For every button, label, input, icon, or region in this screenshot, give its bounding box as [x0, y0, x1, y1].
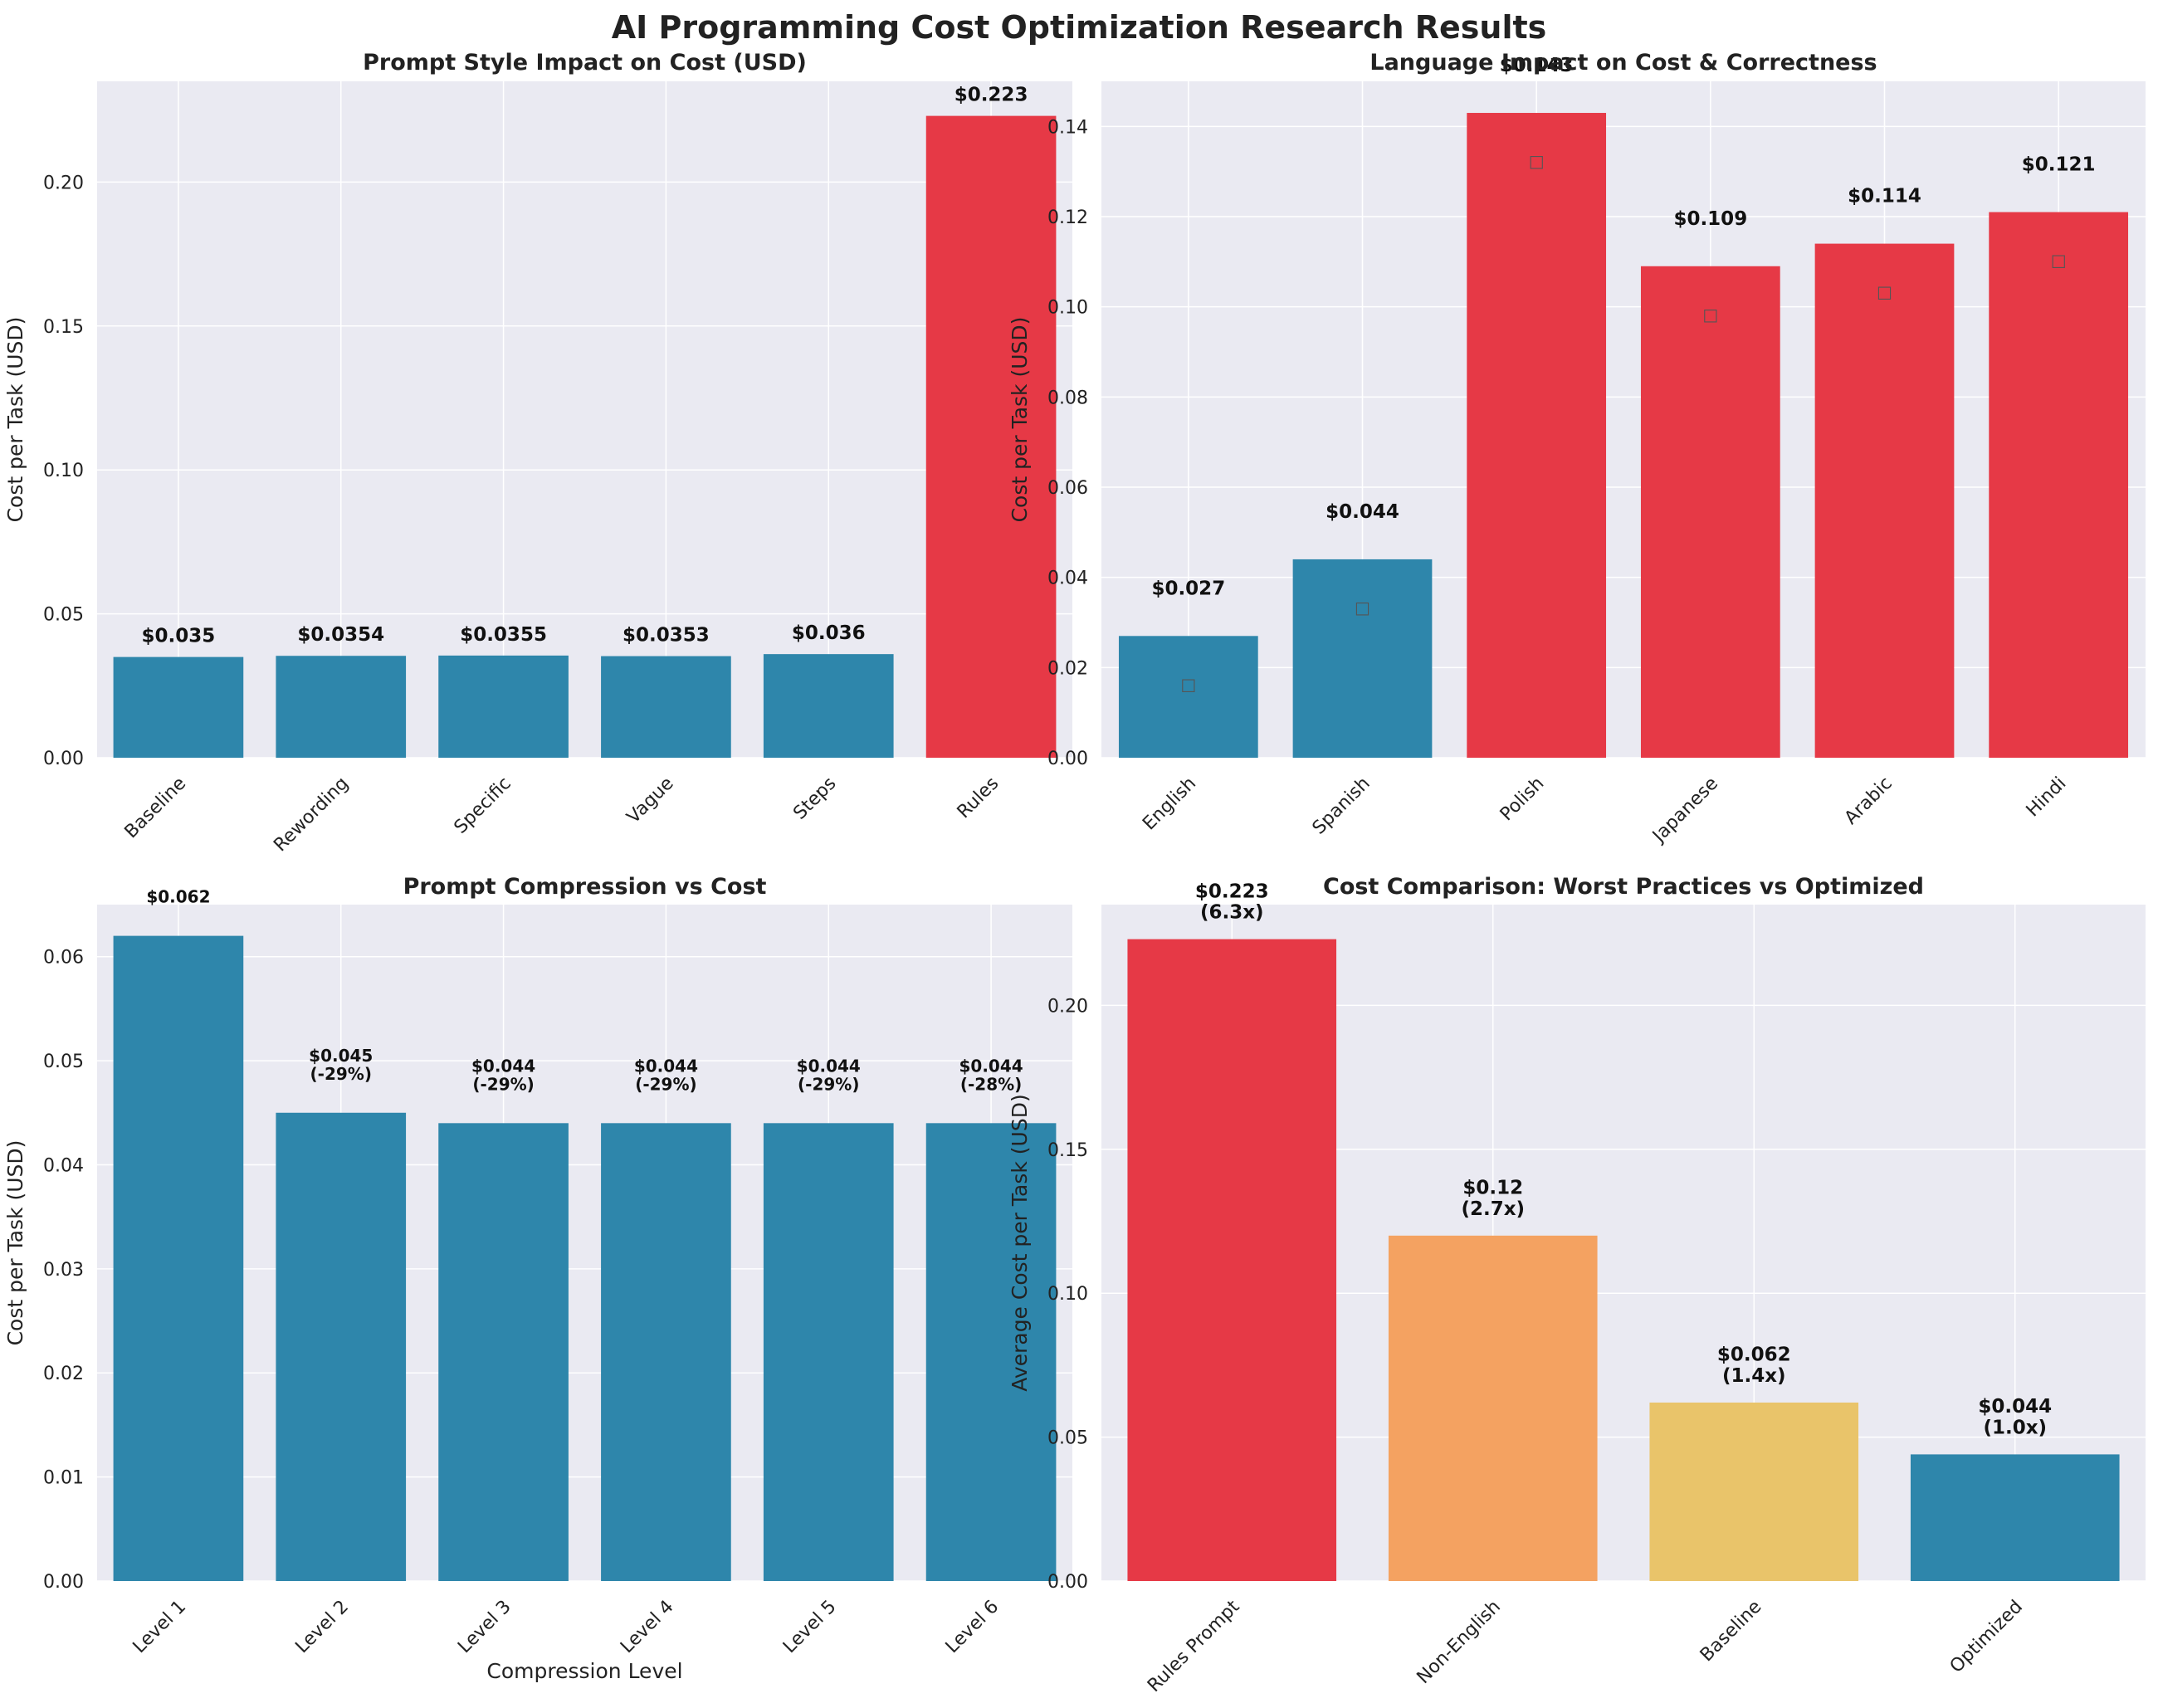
- y-axis-label: Cost per Task (USD): [3, 317, 27, 523]
- bar-spanish: [1292, 559, 1433, 758]
- y-tick-label: 0.05: [1047, 1428, 1088, 1449]
- y-tick-label: 0.05: [43, 1052, 84, 1072]
- bar-rules-prompt: [1127, 939, 1337, 1581]
- bar-polish: [1467, 113, 1607, 759]
- bar-value-label: $0.044 (1.0x): [1978, 1396, 2052, 1438]
- chart-title: Prompt Compression vs Cost: [403, 874, 767, 900]
- y-tick-label: 0.10: [1047, 1284, 1088, 1305]
- y-tick-label: 0.20: [1047, 996, 1088, 1017]
- plot-area: [97, 81, 1072, 758]
- bar-value-label: $0.223 (6.3x): [1195, 881, 1269, 923]
- bar-value-label: $0.044 (-29%): [634, 1056, 698, 1094]
- bar-value-label: $0.035: [142, 626, 216, 647]
- bar-optimized: [1910, 1454, 2120, 1581]
- bar-value-label: $0.044 (-28%): [959, 1056, 1023, 1094]
- plot-area: [97, 905, 1072, 1581]
- y-tick-label: 0.02: [1047, 658, 1088, 679]
- bar-hindi: [1989, 212, 2129, 759]
- y-axis-label: Cost per Task (USD): [1008, 317, 1032, 523]
- chart-panel-3: 0.000.010.020.030.040.050.06$0.062Level …: [3, 874, 1072, 1683]
- bar-value-label: $0.0354: [297, 624, 384, 646]
- y-tick-label: 0.04: [1047, 569, 1088, 589]
- bar-value-label: $0.223: [954, 85, 1028, 106]
- chart-title: Prompt Style Impact on Cost (USD): [363, 50, 807, 76]
- y-tick-label: 0.00: [43, 749, 84, 769]
- bar-marker: □: [1180, 674, 1196, 694]
- y-axis-label: Average Cost per Task (USD): [1008, 1094, 1032, 1391]
- bar-value-label: $0.0355: [460, 624, 547, 646]
- bar-specific: [438, 655, 569, 758]
- plot-area: [1101, 81, 2146, 758]
- y-tick-label: 0.00: [1047, 749, 1088, 769]
- chart-title: Language Impact on Cost & Correctness: [1370, 50, 1877, 76]
- bar-rewording: [276, 656, 407, 758]
- bar-non-english: [1388, 1235, 1598, 1581]
- bar-value-label: $0.045 (-29%): [309, 1046, 373, 1084]
- bar-arabic: [1814, 243, 1955, 759]
- figure-title: AI Programming Cost Optimization Researc…: [612, 9, 1547, 46]
- y-tick-label: 0.14: [1047, 117, 1088, 138]
- bar-level-1: [113, 935, 244, 1581]
- bar-vague: [601, 656, 731, 758]
- bar-value-label: $0.036: [792, 622, 866, 644]
- y-tick-label: 0.20: [43, 173, 84, 193]
- y-tick-label: 0.10: [43, 461, 84, 481]
- bar-level-3: [438, 1123, 569, 1581]
- y-tick-label: 0.15: [43, 317, 84, 338]
- bar-level-2: [276, 1112, 407, 1581]
- y-tick-label: 0.01: [43, 1468, 84, 1489]
- bar-level-6: [925, 1123, 1057, 1581]
- y-tick-label: 0.05: [43, 605, 84, 626]
- y-tick-label: 0.12: [1047, 207, 1088, 228]
- y-tick-label: 0.15: [1047, 1140, 1088, 1161]
- bar-value-label: $0.0353: [622, 625, 710, 647]
- bar-rules: [925, 115, 1057, 759]
- y-tick-label: 0.06: [43, 948, 84, 969]
- y-tick-label: 0.00: [1047, 1572, 1088, 1593]
- y-tick-label: 0.00: [43, 1572, 84, 1593]
- bar-japanese: [1640, 266, 1780, 758]
- bar-marker: □: [1702, 305, 1718, 325]
- chart-panel-1: 0.000.050.100.150.20$0.035Baseline$0.035…: [3, 50, 1072, 856]
- bar-value-label: $0.12 (2.7x): [1461, 1178, 1525, 1220]
- bar-value-label: $0.109: [1673, 208, 1747, 230]
- y-axis-label: Cost per Task (USD): [3, 1140, 27, 1346]
- bar-marker: □: [1877, 282, 1892, 302]
- bar-value-label: $0.121: [2022, 154, 2096, 176]
- y-tick-label: 0.02: [43, 1364, 84, 1384]
- bar-marker: □: [1529, 151, 1545, 171]
- bar-value-label: $0.044 (-29%): [471, 1056, 535, 1094]
- bar-marker: □: [2051, 251, 2067, 271]
- chart-panel-2: 0.000.020.040.060.080.100.120.14□$0.027E…: [1008, 50, 2146, 847]
- bar-baseline: [1649, 1402, 1859, 1581]
- y-tick-label: 0.06: [1047, 478, 1088, 499]
- bar-value-label: $0.027: [1151, 578, 1225, 599]
- y-tick-label: 0.04: [43, 1155, 84, 1176]
- y-tick-label: 0.10: [1047, 298, 1088, 319]
- x-axis-label: Compression Level: [486, 1659, 682, 1683]
- bar-value-label: $0.044: [1326, 501, 1399, 523]
- bar-level-4: [601, 1123, 731, 1581]
- bar-baseline: [113, 656, 244, 758]
- bar-value-label: $0.062 (1.4x): [1717, 1344, 1791, 1387]
- bar-steps: [763, 654, 894, 758]
- bar-value-label: $0.143: [1500, 55, 1574, 76]
- y-tick-label: 0.08: [1047, 388, 1088, 408]
- bar-marker: □: [1355, 598, 1370, 617]
- chart-panel-4: 0.000.050.100.150.20$0.223 (6.3x)Rules Pr…: [1008, 874, 2146, 1696]
- bar-value-label: $0.062: [146, 887, 210, 907]
- bar-value-label: $0.044 (-29%): [797, 1056, 861, 1094]
- bar-english: [1118, 636, 1258, 758]
- chart-title: Cost Comparison: Worst Practices vs Opti…: [1323, 874, 1924, 900]
- bar-level-5: [763, 1123, 894, 1581]
- y-tick-label: 0.03: [43, 1260, 84, 1281]
- bar-value-label: $0.114: [1848, 186, 1921, 207]
